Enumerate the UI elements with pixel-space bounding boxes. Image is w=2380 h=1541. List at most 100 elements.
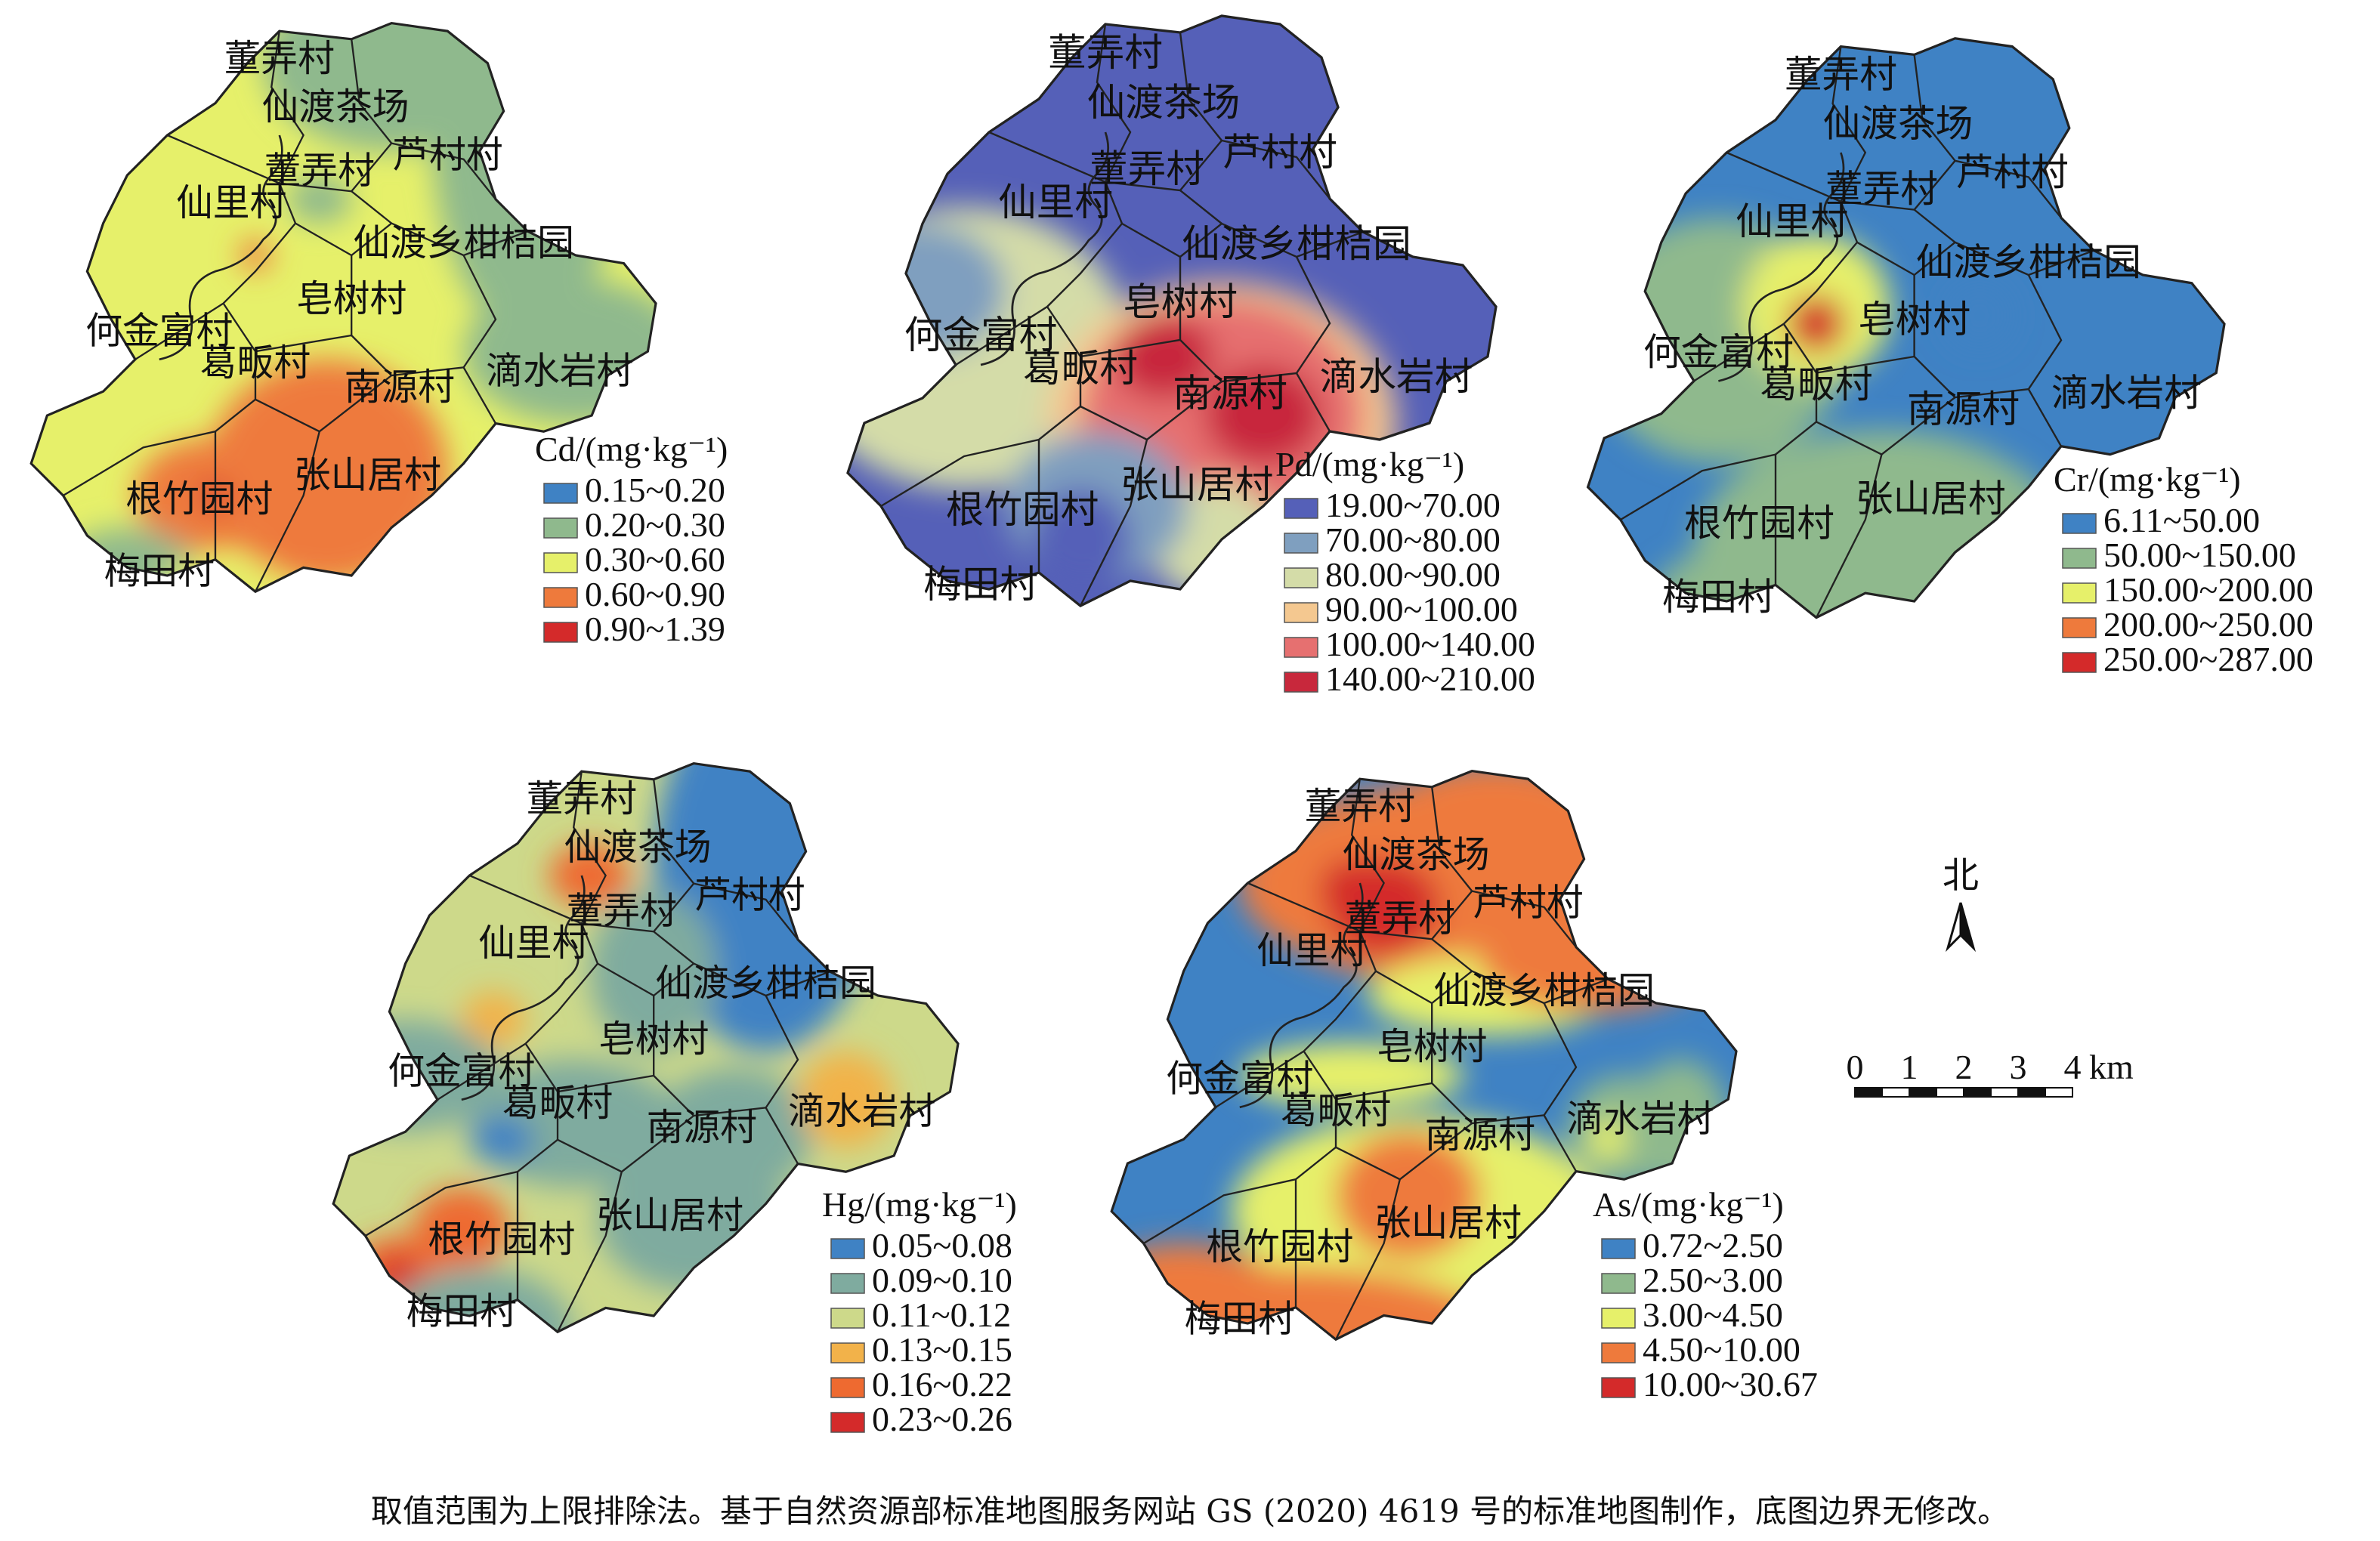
scale-bar: 0 1 2 3 4 km: [1847, 1048, 2134, 1098]
pd-legend: Pd/(mg·kg⁻¹)19.00~70.0070.00~80.0080.00~…: [1275, 445, 1535, 698]
legend-range: 4.50~10.00: [1643, 1330, 1800, 1369]
village-boundary: [437, 962, 598, 1101]
legend-swatch: [1601, 1342, 1636, 1363]
legend-range: 0.60~0.90: [585, 575, 725, 613]
village-label: 滴水岩村: [1320, 354, 1473, 399]
village-label: 何金富村: [904, 313, 1057, 357]
legend-swatch: [1601, 1308, 1636, 1329]
concentration-zone: [461, 991, 526, 1048]
village-boundary: [557, 1074, 654, 1093]
village-label: 梅田村: [1662, 575, 1775, 619]
village-boundary: [365, 1042, 559, 1237]
village-label: 葛畈村: [1023, 346, 1138, 391]
village-label: 芦村村: [392, 134, 502, 176]
village-boundary: [166, 134, 392, 224]
legend-range: 200.00~250.00: [2103, 605, 2314, 644]
village-boundary: [1295, 256, 1331, 374]
legend-range: 0.05~0.08: [872, 1226, 1012, 1265]
legend-range: 10.00~30.67: [1643, 1365, 1818, 1404]
village-label: 梅田村: [104, 551, 215, 593]
village-label: 仙渡茶场: [1823, 101, 1974, 145]
village-label: 仙渡乡柑桔园: [1182, 221, 1411, 266]
village-boundary: [556, 1171, 623, 1333]
village-label: 仙里村: [1736, 199, 1848, 243]
north-label: 北: [1943, 854, 1979, 897]
legend-range: 6.11~50.00: [2103, 501, 2260, 539]
legend-range: 3.00~4.50: [1643, 1295, 1783, 1334]
north-arrow: 北: [1943, 854, 1979, 953]
village-boundary: [1726, 151, 1956, 243]
village-boundary: [270, 31, 304, 224]
legend-swatch: [1284, 672, 1318, 693]
legend-swatch: [2062, 548, 2097, 569]
concentration-zone: [1788, 295, 1845, 353]
scale-tick-label: 1: [1901, 1048, 1918, 1086]
scale-tick-label: 3: [2010, 1048, 2027, 1086]
village-label: 南源村: [1173, 371, 1287, 415]
concentration-zone: [381, 1268, 574, 1333]
village-boundary: [1471, 890, 1577, 948]
village-label: 张山居村: [596, 1194, 743, 1237]
legend-swatch: [830, 1342, 865, 1363]
north-arrow-icon: [1945, 902, 1962, 953]
cr-legend: Cr/(mg·kg⁻¹)6.11~50.0050.00~150.00150.00…: [2054, 460, 2314, 678]
concentration-zone: [549, 843, 630, 908]
legend-range: 140.00~210.00: [1325, 659, 1535, 698]
village-boundary: [1913, 275, 2063, 447]
village-boundary: [1143, 1050, 1337, 1244]
region-outline: [1110, 769, 1738, 1342]
legend-swatch: [1601, 1238, 1636, 1259]
village-label: 董弄村: [1785, 53, 1897, 97]
village-boundary: [765, 995, 799, 1109]
scale-tick-label: 4: [2064, 1048, 2082, 1086]
village-label: 董弄村: [1345, 898, 1455, 940]
legend-swatch: [830, 1377, 865, 1398]
village-label: 梅田村: [1185, 1299, 1295, 1341]
village-boundary: [1815, 454, 1883, 619]
village-label: 仙渡茶场: [261, 86, 409, 128]
village-boundary: [1831, 46, 1867, 243]
concentration-zone: [413, 1187, 510, 1268]
village-label: 滴水岩村: [2051, 371, 2202, 415]
village-label: 张山居村: [1120, 462, 1273, 507]
legend-range: 0.15~0.20: [585, 471, 725, 509]
village-boundary: [955, 223, 1123, 366]
village-boundary: [1121, 222, 1364, 258]
village-label: 董弄村: [264, 150, 375, 193]
village-label: 皂树村: [1377, 1026, 1487, 1068]
village-label: 滴水岩村: [788, 1091, 935, 1133]
village-boundary: [255, 334, 352, 353]
footer-note: 取值范围为上限排除法。基于自然资源部标准地图服务网站 GS (2020) 461…: [371, 1493, 2009, 1530]
village-label: 芦村村: [1473, 882, 1583, 924]
village-boundary: [295, 222, 528, 257]
legend-swatch: [2062, 617, 2097, 638]
legend-swatch: [1284, 567, 1318, 588]
legend-swatch: [830, 1308, 865, 1329]
village-label: 董弄村: [567, 891, 677, 933]
village-boundary: [1179, 32, 1223, 191]
village-label: 滴水岩村: [486, 351, 633, 393]
village-label: 根竹园村: [428, 1218, 575, 1261]
village-label: 葛畈村: [1760, 363, 1872, 406]
village-label: 皂树村: [1858, 298, 1970, 341]
village-label: 董弄村: [224, 38, 335, 80]
village-label: 仙渡茶场: [564, 826, 711, 869]
legend-swatch: [830, 1238, 865, 1259]
legend-swatch: [1284, 637, 1318, 658]
legend-range: 0.20~0.30: [585, 505, 725, 544]
legend-swatch: [830, 1273, 865, 1294]
village-label: 南源村: [647, 1107, 757, 1149]
legend-range: 19.00~70.00: [1325, 486, 1501, 524]
concentration-zone: [1031, 489, 1130, 589]
legend-range: 0.11~0.12: [872, 1295, 1011, 1334]
legend-range: 50.00~150.00: [2103, 536, 2296, 574]
village-label: 南源村: [1425, 1114, 1535, 1157]
region-outline: [332, 761, 960, 1334]
village-boundary: [1913, 54, 1957, 211]
village-label: 葛畈村: [200, 342, 311, 384]
river: [980, 131, 1109, 366]
legend-range: 100.00~140.00: [1325, 625, 1535, 663]
